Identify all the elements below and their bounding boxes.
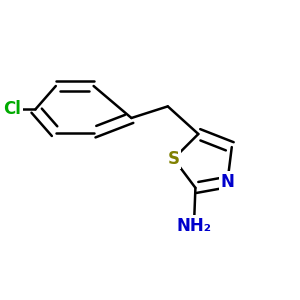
Text: NH₂: NH₂	[176, 217, 211, 235]
Text: N: N	[220, 173, 234, 191]
Text: S: S	[168, 150, 180, 168]
Text: Cl: Cl	[3, 100, 21, 118]
